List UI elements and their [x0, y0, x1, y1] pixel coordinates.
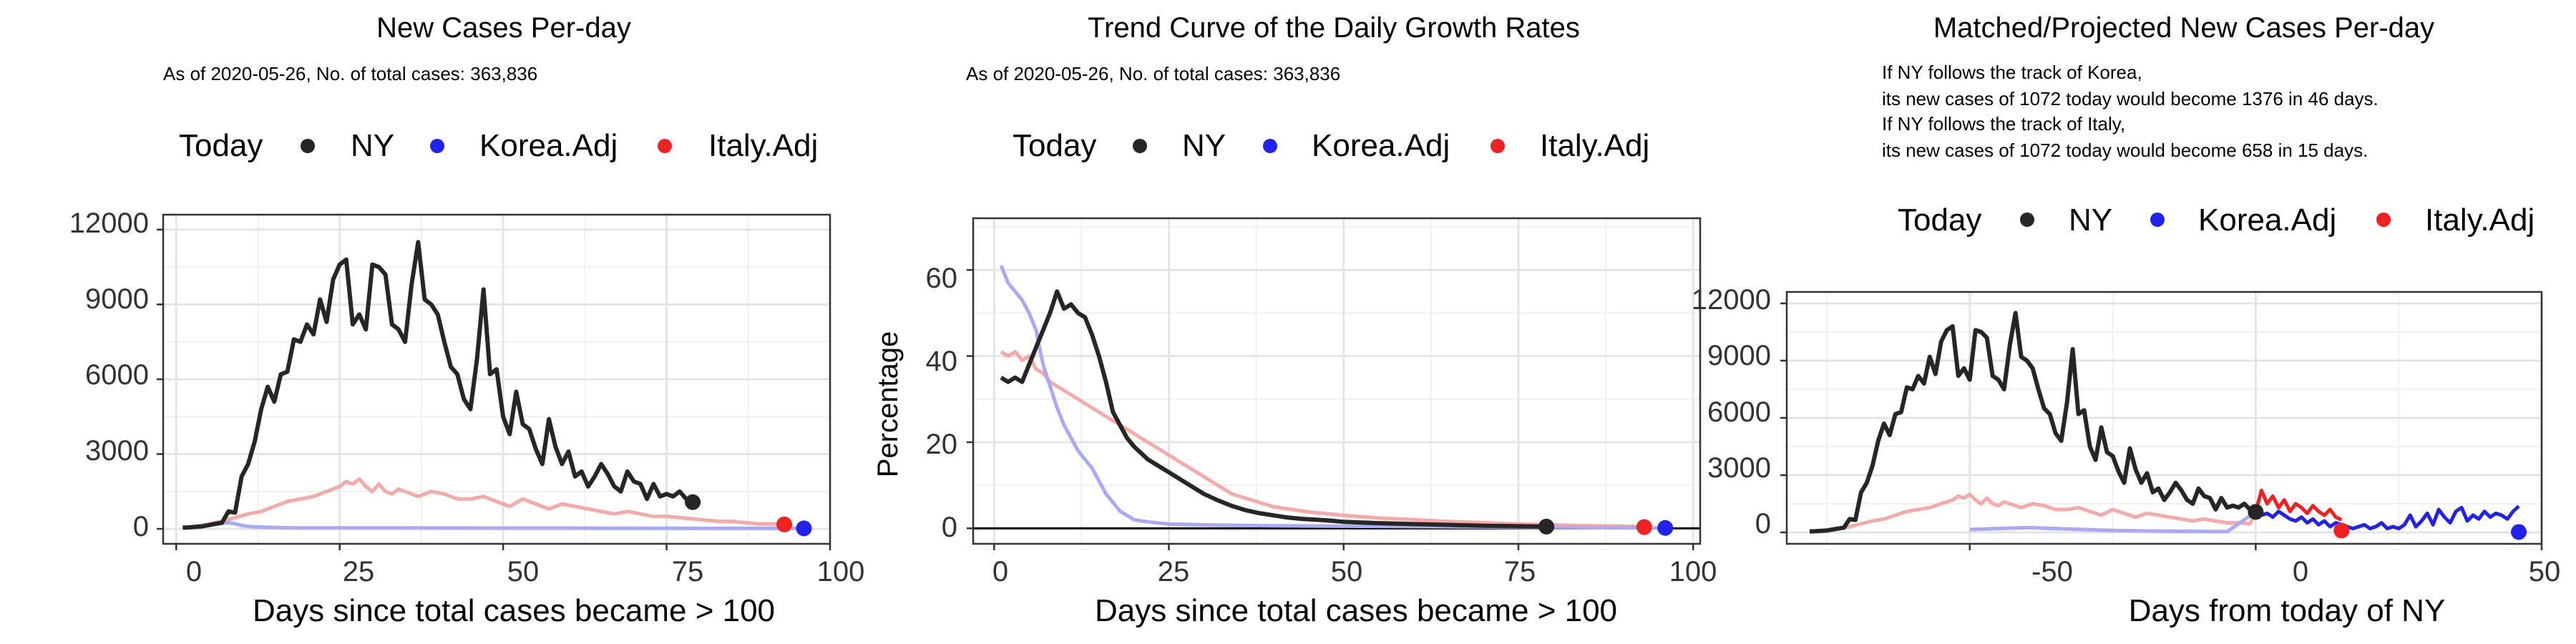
legend-title: Today: [179, 128, 263, 163]
y-tick-label: 20: [926, 429, 958, 460]
x-tick-label: 75: [1504, 556, 1536, 587]
x-tick-labels: 0 25 50 75 100: [186, 556, 865, 587]
legend-label-korea: Korea.Adj: [2198, 203, 2336, 238]
legend-title: Today: [1898, 203, 1981, 238]
legend-swatch-italy: [1491, 139, 1505, 153]
series-line-ny: [1000, 289, 1547, 529]
x-tick-label: 50: [1331, 556, 1363, 587]
series-line-italy-adj: [182, 477, 785, 530]
legend: Today NY Korea.Adj Italy.Adj: [179, 128, 818, 163]
plot-area: [157, 213, 831, 550]
y-tick-label: 9000: [1707, 340, 1771, 371]
x-tick-labels: 0 25 50 75 100: [992, 556, 1717, 587]
panel-title: New Cases Per-day: [376, 12, 631, 44]
legend-label-ny: NY: [351, 128, 394, 163]
x-tick-label: 0: [186, 556, 202, 587]
legend-swatch-korea: [1263, 139, 1277, 153]
y-tick-labels: 12000 9000 6000 3000 0: [1692, 284, 1771, 540]
y-tick-label: 9000: [85, 283, 149, 315]
annotation-line: If NY follows the track of Korea,: [1882, 62, 2142, 83]
y-tick-label: 6000: [1707, 396, 1771, 428]
annotation-line: If NY follows the track of Italy,: [1882, 113, 2125, 135]
legend-label-ny: NY: [1182, 128, 1226, 163]
y-tick-label: 0: [133, 511, 149, 542]
series-line-korea-adj-projection: [2255, 504, 2520, 531]
legend: Today NY Korea.Adj Italy.Adj: [1898, 203, 2534, 238]
plot-area: [967, 217, 1702, 550]
y-tick-label: 0: [1755, 508, 1771, 540]
projection-annotation: If NY follows the track of Korea, its ne…: [1882, 62, 2379, 161]
series-line-ny: [1809, 311, 2257, 534]
panel-title: Matched/Projected New Cases Per-day: [1933, 12, 2434, 44]
today-marker-ny: [1538, 518, 1555, 535]
x-tick-label: 0: [992, 556, 1008, 587]
legend-swatch-ny: [301, 139, 315, 153]
today-marker-italy-adj: [2333, 522, 2350, 539]
panel-new-cases: New Cases Per-day As of 2020-05-26, No. …: [69, 12, 865, 628]
y-tick-label: 3000: [1707, 452, 1771, 484]
x-tick-label: 50: [2529, 556, 2561, 587]
panel-title: Trend Curve of the Daily Growth Rates: [1088, 12, 1580, 44]
panel-subtitle: As of 2020-05-26, No. of total cases: 36…: [966, 63, 1340, 84]
legend-swatch-ny: [2020, 213, 2034, 227]
x-axis-title: Days since total cases became > 100: [1095, 593, 1617, 628]
y-tick-label: 12000: [1692, 284, 1771, 316]
series-line-korea-adj: [182, 520, 804, 530]
series-line-italy-adj-projection: [2253, 488, 2343, 522]
x-tick-label: 25: [343, 556, 375, 587]
x-tick-labels: -50 0 50: [2031, 556, 2560, 587]
x-axis-title: Days from today of NY: [2129, 593, 2446, 628]
plot-area: [1780, 291, 2543, 550]
legend-swatch-korea: [2150, 213, 2165, 227]
annotation-line: its new cases of 1072 today would become…: [1882, 140, 2368, 161]
series-line-korea-adj: [999, 265, 1666, 530]
y-tick-label: 0: [942, 512, 957, 543]
y-axis-title: Percentage: [872, 331, 904, 478]
legend-label-italy: Italy.Adj: [708, 128, 818, 163]
y-tick-label: 3000: [85, 435, 149, 467]
legend-label-ny: NY: [2069, 203, 2112, 238]
y-tick-label: 60: [926, 263, 958, 294]
today-marker-italy-adj: [1636, 519, 1652, 535]
today-marker-korea-adj: [2511, 524, 2527, 540]
y-tick-label: 40: [926, 346, 958, 377]
x-tick-label: 25: [1158, 556, 1190, 587]
panel-subtitle: As of 2020-05-26, No. of total cases: 36…: [163, 63, 537, 84]
plot-border: [972, 217, 1702, 545]
series-line-italy-adj-history: [1815, 492, 2258, 534]
series-line-korea-adj-history: [1969, 510, 2257, 534]
today-marker-ny: [2248, 504, 2264, 520]
legend-label-korea: Korea.Adj: [479, 128, 618, 163]
legend: Today NY Korea.Adj Italy.Adj: [1013, 128, 1649, 163]
series-line-ny: [182, 240, 694, 530]
x-tick-label: -50: [2031, 556, 2073, 587]
legend-label-italy: Italy.Adj: [1540, 128, 1649, 163]
legend-label-italy: Italy.Adj: [2425, 203, 2534, 238]
today-marker-ny: [685, 494, 701, 510]
y-tick-labels: 12000 9000 6000 3000 0: [69, 208, 149, 542]
x-tick-label: 50: [507, 556, 540, 587]
x-tick-label: 100: [1669, 556, 1717, 587]
panel-growth-rates: Trend Curve of the Daily Growth Rates As…: [872, 12, 1717, 628]
today-marker-korea-adj: [796, 520, 812, 537]
x-tick-label: 100: [817, 556, 865, 587]
legend-swatch-italy: [2376, 213, 2391, 227]
x-axis-title: Days since total cases became > 100: [253, 593, 775, 628]
today-marker-korea-adj: [1657, 519, 1674, 536]
x-tick-label: 75: [672, 556, 704, 587]
legend-title: Today: [1013, 128, 1096, 163]
legend-swatch-italy: [658, 139, 672, 153]
legend-swatch-ny: [1133, 139, 1147, 153]
legend-swatch-korea: [430, 139, 444, 153]
y-tick-labels: 60 40 20 0: [926, 263, 958, 543]
annotation-line: its new cases of 1072 today would become…: [1882, 88, 2379, 109]
plot-background: [973, 218, 1700, 544]
legend-label-korea: Korea.Adj: [1312, 128, 1450, 163]
x-tick-label: 0: [2293, 556, 2308, 587]
y-tick-label: 6000: [85, 359, 149, 391]
today-marker-italy-adj: [776, 516, 793, 532]
panel-projected-cases: Matched/Projected New Cases Per-day If N…: [1692, 12, 2560, 628]
y-tick-label: 12000: [69, 208, 149, 239]
